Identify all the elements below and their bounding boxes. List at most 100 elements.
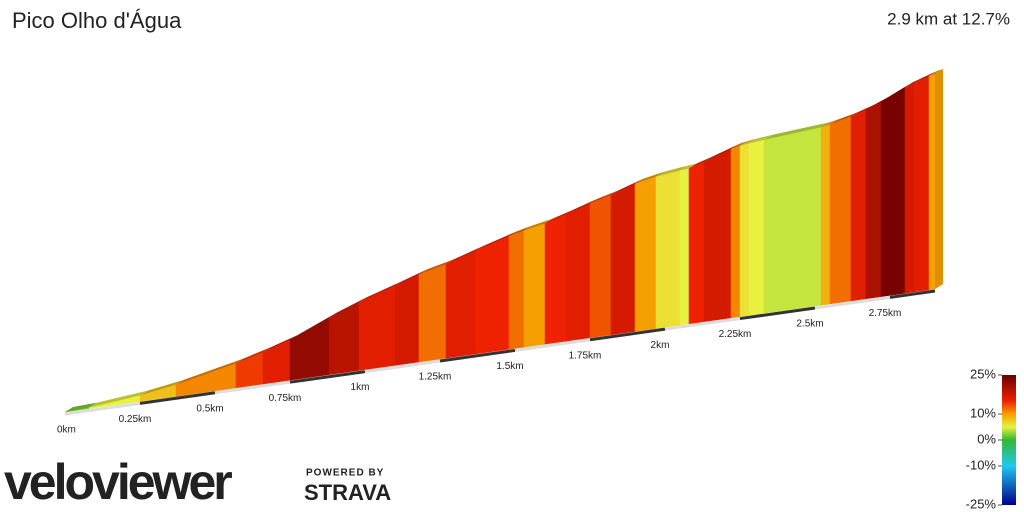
colorbar-label: -10%: [966, 457, 997, 472]
gradient-segment: [913, 71, 937, 293]
gradient-segment: [928, 69, 943, 291]
segment-face: [445, 250, 477, 359]
segment-top: [476, 231, 517, 251]
axis-tick: [64, 401, 141, 416]
segment-top: [929, 69, 943, 77]
powered-by: POWERED BY: [306, 468, 384, 479]
segment-top: [290, 312, 337, 340]
axis-tick: [514, 338, 591, 352]
segment-top: [905, 77, 922, 88]
x-tick-label: 2.25km: [719, 329, 752, 340]
x-tick-label: 1.25km: [419, 372, 452, 383]
segment-top: [821, 119, 838, 128]
segment-face: [655, 170, 681, 329]
segment-top: [680, 163, 697, 171]
chart-title: Pico Olho d'Água: [12, 8, 182, 33]
x-tick-label: 1.75km: [569, 350, 602, 361]
gradient-segment: [445, 245, 484, 359]
segment-face: [610, 183, 636, 336]
segment-top: [635, 171, 664, 184]
summary: 2.9 km at 12.7%: [887, 9, 1010, 28]
x-tick-label: 2.5km: [796, 319, 823, 330]
colorbar-label: 25%: [970, 366, 996, 381]
segment-face: [394, 273, 420, 366]
segment-top: [65, 402, 97, 412]
axis-tick: [439, 348, 516, 363]
gradient-segment: [829, 111, 859, 305]
segment-face: [904, 82, 915, 294]
segment-top: [764, 122, 829, 140]
segment-face: [928, 73, 936, 291]
gradient-segment: [865, 96, 889, 300]
segment-face: [418, 263, 447, 363]
segment-top: [851, 104, 874, 117]
colorbar-label: 0%: [977, 431, 996, 446]
strava-logo: STRAVA: [304, 480, 391, 505]
segment-top: [140, 379, 184, 396]
gradient-segment: [139, 379, 184, 402]
segment-face: [289, 317, 330, 381]
segment-face: [730, 145, 741, 319]
segment-top: [545, 209, 574, 224]
axis-tick: [364, 359, 441, 374]
segment-face: [865, 101, 882, 300]
segment-top: [566, 198, 598, 215]
gradient-segment: [418, 259, 454, 363]
axis-tick: [214, 380, 291, 395]
colorbar-label: -25%: [966, 496, 997, 511]
axis-tick: [664, 317, 741, 331]
segment-face: [913, 75, 930, 293]
segment-top: [446, 245, 484, 265]
x-tick-label: 0.25km: [119, 414, 152, 425]
axis-tick: [814, 295, 891, 310]
colorbar-label: 10%: [970, 405, 996, 420]
x-tick-label: 0.75km: [269, 393, 302, 404]
x-tick-label: 0km: [57, 425, 76, 436]
gradient-segment: [655, 165, 688, 329]
gradient-segment: [544, 209, 574, 345]
gradient-segment: [475, 231, 517, 355]
segment-face: [589, 194, 612, 339]
axis-tick: [289, 370, 366, 384]
segment-top: [176, 358, 244, 385]
segment-top: [419, 259, 454, 275]
x-tick-label: 2km: [651, 340, 670, 351]
segment-face: [829, 116, 852, 305]
segment-top: [590, 190, 619, 204]
segment-top: [689, 156, 712, 169]
segment-face: [739, 143, 750, 317]
segment-top: [263, 334, 298, 353]
segment-face: [544, 213, 567, 345]
segment-top: [395, 269, 427, 286]
segment-face: [358, 285, 396, 371]
segment-top: [236, 347, 271, 364]
segment-top: [749, 134, 772, 144]
segment-top: [866, 96, 889, 110]
axis-tick: [139, 391, 216, 405]
segment-face: [508, 230, 525, 350]
segment-top: [704, 144, 739, 162]
gradient-segment: [703, 144, 739, 322]
colorbar: [1002, 375, 1016, 505]
brand-logo: veloviewer: [4, 454, 232, 510]
gradient-segment: [328, 297, 367, 375]
segment-face: [880, 86, 906, 297]
gradient-segment: [589, 190, 619, 339]
axis-tick: [739, 306, 816, 321]
axis-tick: [889, 289, 936, 299]
segment-top: [509, 225, 532, 237]
gradient-segment: [175, 358, 244, 397]
x-tick-label: 1.5km: [496, 361, 523, 372]
gradient-segment: [523, 218, 553, 348]
segment-top: [830, 111, 859, 125]
x-tick-label: 0.5km: [196, 403, 223, 414]
x-tick-label: 2.75km: [869, 308, 902, 319]
segment-top: [524, 218, 553, 231]
segment-face: [748, 139, 765, 316]
gradient-segment: [235, 347, 271, 389]
segment-face: [679, 168, 690, 326]
segment-top: [329, 297, 367, 318]
segment-top: [611, 178, 643, 196]
segment-face: [328, 301, 360, 375]
